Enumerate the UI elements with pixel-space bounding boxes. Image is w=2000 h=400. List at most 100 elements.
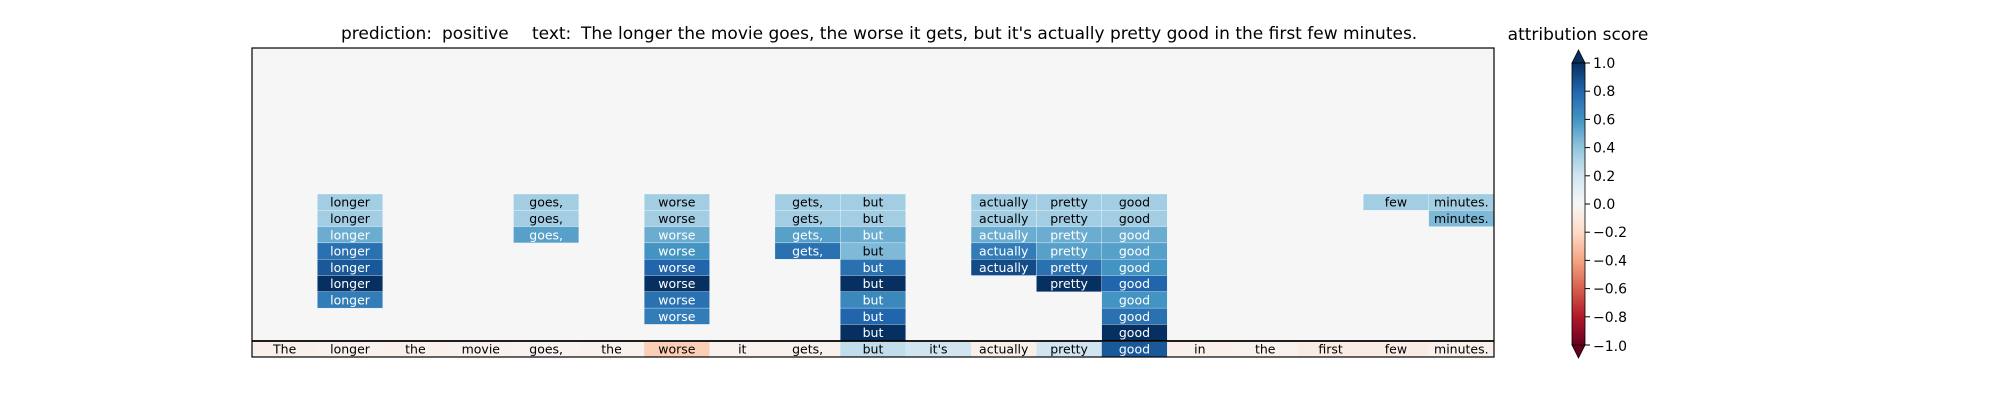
baseline-token-cell: minutes. <box>1428 342 1494 357</box>
token-label: pretty <box>1050 342 1088 357</box>
colorbar-tick-label: 0.2 <box>1593 169 1615 185</box>
baseline-token-cell: the <box>382 342 449 357</box>
colorbar-title: attribution score <box>1508 25 1649 45</box>
colorbar-tick-label: −0.6 <box>1593 282 1627 298</box>
token-label: first <box>1318 342 1343 357</box>
heatmap-cell: longer <box>317 210 383 227</box>
cell-token-label: longer <box>330 260 371 275</box>
heatmap-cell: goes, <box>513 210 579 227</box>
token-label: the <box>1255 342 1276 357</box>
cell-token-label: minutes. <box>1434 211 1489 226</box>
heatmap-cell: longer <box>317 275 383 292</box>
cell-token-label: pretty <box>1050 195 1088 210</box>
colorbar-tick: 1.0 <box>1585 56 1615 72</box>
colorbar: attribution score 1.0 0.8 0.6 0.4 0.2 0.0 −0.2… <box>1508 25 1649 359</box>
cell-token-label: gets, <box>792 211 823 226</box>
cell-token-label: worse <box>658 292 696 307</box>
baseline-token-cell: it <box>709 342 775 357</box>
cell-token-label: pretty <box>1050 260 1088 275</box>
heatmap-cell: actually <box>970 210 1037 227</box>
baseline-token-cell: pretty <box>1036 342 1102 357</box>
heatmap-cell: but <box>840 307 906 325</box>
heatmap-cell: minutes. <box>1428 210 1495 227</box>
cell-token-label: few <box>1385 195 1407 210</box>
cell-token-label: good <box>1119 276 1150 291</box>
cell-token-label: actually <box>979 244 1029 259</box>
cell-token-label: worse <box>658 309 696 324</box>
cell-token-label: pretty <box>1050 276 1088 291</box>
colorbar-tick-label: 0.6 <box>1593 112 1615 128</box>
token-label: good <box>1119 342 1150 357</box>
cell-token-label: worse <box>658 244 696 259</box>
baseline-token-cell: gets, <box>774 342 841 357</box>
heatmap-cell: gets, <box>774 242 841 260</box>
token-label: movie <box>462 342 501 357</box>
cell-token-label: actually <box>979 195 1029 210</box>
colorbar-tick: 0.4 <box>1585 141 1615 157</box>
baseline-token-cell: in <box>1167 342 1233 357</box>
token-label: the <box>601 342 622 357</box>
heatmap-cell: gets, <box>774 193 841 211</box>
colorbar-extend-top <box>1571 49 1586 64</box>
colorbar-tick-label: −1.0 <box>1593 339 1627 355</box>
cell-token-label: minutes. <box>1434 195 1489 210</box>
baseline-token-cell: good <box>1101 342 1168 357</box>
token-label: the <box>405 342 426 357</box>
colorbar-tick-label: 1.0 <box>1593 56 1615 72</box>
heatmap-cell: but <box>840 291 906 309</box>
cell-token-label: goes, <box>529 211 563 226</box>
token-label: actually <box>979 342 1029 357</box>
heatmap-cell: longer <box>317 259 383 276</box>
baseline-token-cell: movie <box>448 342 514 357</box>
cell-token-label: good <box>1119 227 1150 242</box>
heatmap-cell: good <box>1101 193 1168 211</box>
colorbar-tick-label: −0.8 <box>1593 310 1627 326</box>
cell-token-label: good <box>1119 309 1150 324</box>
baseline-token-cell: few <box>1363 342 1429 357</box>
colorbar-tick-label: 0.8 <box>1593 84 1615 100</box>
cell-token-label: pretty <box>1050 244 1088 259</box>
heatmap-cell: actually <box>970 226 1037 244</box>
baseline-token-cell: The <box>252 342 318 357</box>
colorbar-tick: 0.0 <box>1585 197 1615 213</box>
colorbar-tick: −0.6 <box>1585 282 1627 298</box>
heatmap-cell: good <box>1101 275 1168 292</box>
cell-token-label: goes, <box>529 227 563 242</box>
heatmap-cell: but <box>840 226 906 244</box>
colorbar-gradient <box>1571 62 1586 346</box>
heatmap-cell: good <box>1101 291 1168 309</box>
cell-token-label: but <box>863 260 884 275</box>
cell-token-label: longer <box>330 227 371 242</box>
heatmap-cell: actually <box>970 193 1037 211</box>
cell-token-label: but <box>863 211 884 226</box>
heatmap-cell: worse <box>644 193 710 211</box>
baseline-token-cell: first <box>1297 342 1364 357</box>
prediction-label: prediction: <box>341 24 432 44</box>
cell-token-label: worse <box>658 211 696 226</box>
baseline-token-cell: actually <box>971 342 1037 357</box>
heatmap-cell: longer <box>317 242 383 260</box>
heatmap-cell: longer <box>317 193 383 211</box>
cell-token-label: longer <box>330 211 371 226</box>
heatmap-cell: but <box>840 193 906 211</box>
prediction-value: positive <box>442 24 509 44</box>
token-label: it <box>738 342 746 357</box>
cell-token-label: but <box>863 244 884 259</box>
heatmap-cell: actually <box>970 242 1037 260</box>
token-label: but <box>863 342 884 357</box>
baseline-token-cell: the <box>1232 342 1298 357</box>
baseline-token-cell: worse <box>644 342 710 357</box>
cell-token-label: but <box>863 227 884 242</box>
cell-token-label: but <box>863 292 884 307</box>
cell-token-label: worse <box>658 195 696 210</box>
heatmap-cell: worse <box>644 210 710 227</box>
heatmap-cell: minutes. <box>1428 193 1495 211</box>
heatmap-cell: but <box>840 275 906 292</box>
heatmap-cell: longer <box>317 291 383 309</box>
heatmap-cell: but <box>840 324 906 341</box>
heatmap-cell: goes, <box>513 193 579 211</box>
cell-token-label: good <box>1119 260 1150 275</box>
cell-token-label: gets, <box>792 227 823 242</box>
token-label: it's <box>929 342 947 357</box>
